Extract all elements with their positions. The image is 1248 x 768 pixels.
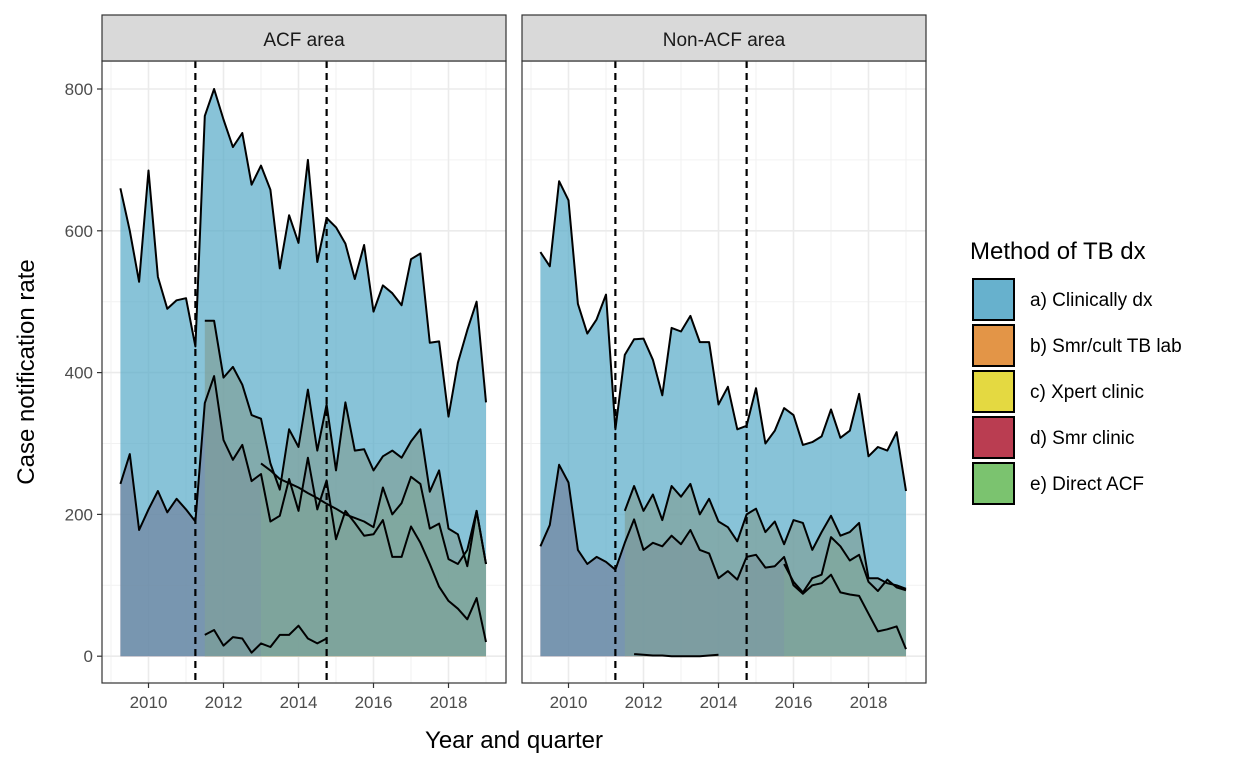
y-axis-title: Case notification rate — [13, 259, 40, 484]
x-axis: 2010 2012 2014 2016 2018 — [130, 683, 468, 712]
legend-swatch — [972, 278, 1015, 321]
y-axis: 0 200 400 600 800 — [65, 80, 102, 666]
line-b-smr-cult-tb-lab — [204, 319, 487, 568]
y-tick-label: 0 — [84, 647, 93, 666]
line-a-clinically-dx — [539, 180, 907, 492]
legend-swatch — [972, 324, 1015, 367]
y-tick-label: 800 — [65, 80, 93, 99]
panel-strip — [101, 14, 507, 62]
areas — [120, 89, 487, 657]
x-tick-label: 2010 — [550, 693, 588, 712]
legend-label: b) Smr/cult TB lab — [1030, 336, 1182, 357]
line-e-direct-acf — [634, 653, 719, 658]
y-tick-label: 400 — [65, 364, 93, 383]
line-d-smr-clinic — [539, 463, 907, 650]
x-tick-label: 2012 — [625, 693, 663, 712]
legend-item: e) Direct ACF — [972, 462, 1144, 505]
legend-item: a) Clinically dx — [972, 278, 1153, 321]
legend: Method of TB dx a) Clinically dx b) Smr/c… — [970, 238, 1182, 505]
legend-item: d) Smr clinic — [972, 416, 1135, 459]
x-axis: 2010 2012 2014 2016 2018 — [550, 683, 888, 712]
legend-item: c) Xpert clinic — [972, 370, 1144, 413]
x-tick-label: 2016 — [775, 693, 813, 712]
line-a-clinically-dx — [119, 88, 487, 418]
legend-label: a) Clinically dx — [1030, 290, 1153, 311]
legend-items: a) Clinically dx b) Smr/cult TB lab c) Xpe… — [972, 278, 1182, 505]
panel-1: ACF area 2010 2012 2014 2016 2018 0 200 400 600 80… — [65, 14, 507, 712]
x-tick-label: 2014 — [700, 693, 738, 712]
legend-label: d) Smr clinic — [1030, 428, 1135, 449]
legend-title: Method of TB dx — [970, 238, 1146, 265]
line-d-smr-clinic — [119, 375, 487, 643]
area-a-clinically-dx — [540, 181, 906, 657]
area-a-clinically-dx — [120, 89, 487, 657]
line-e-direct-acf — [204, 624, 328, 654]
panel-strip — [521, 14, 927, 62]
x-tick-label: 2010 — [130, 693, 168, 712]
legend-label: c) Xpert clinic — [1030, 382, 1144, 403]
x-axis-title: Year and quarter — [425, 727, 603, 754]
x-tick-label: 2018 — [430, 693, 468, 712]
panel-2: Non-ACF area 2010 2012 2014 2016 2018 — [521, 14, 927, 712]
legend-swatch — [972, 416, 1015, 459]
x-tick-label: 2014 — [280, 693, 318, 712]
panel-title: Non-ACF area — [663, 30, 786, 51]
panels-layer: ACF area 2010 2012 2014 2016 2018 0 200 400 600 80… — [65, 14, 927, 712]
legend-label: e) Direct ACF — [1030, 474, 1144, 495]
x-tick-label: 2012 — [205, 693, 243, 712]
panel-title: ACF area — [263, 30, 345, 51]
legend-swatch — [972, 462, 1015, 505]
x-tick-label: 2018 — [850, 693, 888, 712]
line-b-smr-cult-tb-lab — [623, 482, 907, 590]
series-lines — [119, 88, 487, 654]
x-tick-label: 2016 — [355, 693, 393, 712]
series-lines — [539, 180, 907, 658]
y-tick-label: 200 — [65, 505, 93, 524]
legend-item: b) Smr/cult TB lab — [972, 324, 1182, 367]
areas — [540, 181, 906, 657]
y-tick-label: 600 — [65, 222, 93, 241]
line-c-xpert-clinic — [260, 462, 487, 565]
legend-swatch — [972, 370, 1015, 413]
